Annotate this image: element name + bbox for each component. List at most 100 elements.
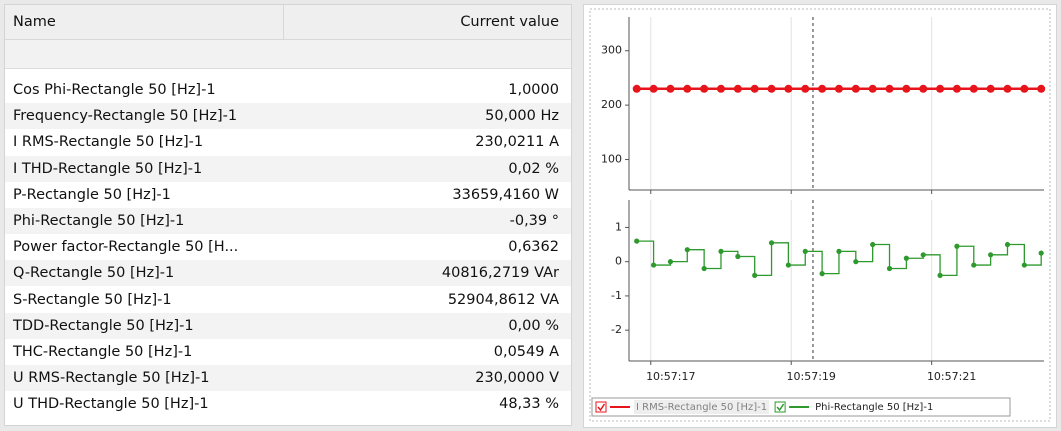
data-point	[1021, 262, 1027, 268]
table-row[interactable]: U THD-Rectangle 50 [Hz]-1 48,33 %	[5, 391, 571, 417]
value-cell: 48,33 %	[499, 396, 559, 413]
data-point	[834, 84, 843, 93]
table-row[interactable]: Cos Phi-Rectangle 50 [Hz]-1 1,0000	[5, 77, 571, 103]
data-point	[1020, 84, 1029, 93]
data-point	[903, 255, 909, 261]
data-point	[1037, 84, 1046, 93]
value-cell: 33659,4160 W	[452, 186, 559, 203]
table-row[interactable]: I THD-Rectangle 50 [Hz]-1 0,02 %	[5, 155, 571, 182]
data-point	[952, 84, 961, 93]
name-cell: I RMS-Rectangle 50 [Hz]-1	[13, 134, 204, 151]
name-cell: U THD-Rectangle 50 [Hz]-1	[13, 396, 209, 413]
data-point	[954, 243, 960, 249]
series-line	[636, 240, 1042, 277]
data-point	[969, 84, 978, 93]
data-point	[1038, 250, 1044, 256]
name-cell: Phi-Rectangle 50 [Hz]-1	[13, 213, 185, 229]
value-cell: 50,000 Hz	[485, 108, 559, 125]
y-tick-label: 100	[601, 153, 622, 166]
legend-checkbox[interactable]	[595, 401, 607, 413]
data-point	[683, 84, 692, 93]
table-row[interactable]: THC-Rectangle 50 [Hz]-1 0,0549 A	[5, 339, 571, 365]
table-header: Name Current value	[5, 5, 571, 40]
value-cell: 230,0000 V	[475, 370, 559, 387]
data-point	[870, 241, 876, 248]
column-header[interactable]: Name	[13, 14, 56, 30]
data-point	[632, 84, 641, 93]
table-row[interactable]: TDD-Rectangle 50 [Hz]-1 0,00 %	[5, 312, 571, 339]
data-point	[853, 259, 859, 265]
table-row[interactable]: Frequency-Rectangle 50 [Hz]-1 50,000 Hz	[5, 103, 571, 130]
data-point	[937, 272, 943, 278]
y-tick-label: -1	[611, 289, 622, 302]
name-cell: Power factor-Rectangle 50 [H...	[13, 239, 239, 256]
name-cell: Cos Phi-Rectangle 50 [Hz]-1	[13, 82, 216, 98]
data-point	[902, 84, 911, 93]
data-point	[718, 248, 724, 254]
table-row[interactable]: Phi-Rectangle 50 [Hz]-1 -0,39 °	[5, 208, 571, 234]
data-point	[768, 240, 775, 246]
name-cell: S-Rectangle 50 [Hz]-1	[13, 291, 172, 308]
data-point	[868, 84, 877, 93]
data-point	[649, 84, 658, 93]
data-point	[801, 84, 810, 93]
value-cell: -0,39 °	[509, 213, 559, 229]
name-cell: TDD-Rectangle 50 [Hz]-1	[13, 317, 194, 334]
data-point	[920, 252, 926, 258]
data-point	[750, 84, 759, 93]
data-point	[700, 84, 709, 93]
name-cell: THC-Rectangle 50 [Hz]-1	[13, 344, 193, 360]
data-point	[701, 265, 707, 272]
check-mark	[597, 403, 606, 412]
data-point	[733, 84, 742, 93]
data-point	[836, 248, 842, 254]
value-cell: 0,0549 A	[493, 344, 559, 360]
name-cell: U RMS-Rectangle 50 [Hz]-1	[13, 370, 210, 387]
filter-row[interactable]	[5, 40, 571, 69]
check-mark	[776, 403, 785, 412]
header-divider	[283, 5, 284, 69]
name-cell: Frequency-Rectangle 50 [Hz]-1	[13, 108, 238, 125]
table-row[interactable]: Power factor-Rectangle 50 [H... 0,6362	[5, 234, 571, 260]
table-row[interactable]: I RMS-Rectangle 50 [Hz]-1 230,0211 A	[5, 129, 571, 155]
data-point	[819, 271, 825, 277]
table-row[interactable]: Q-Rectangle 50 [Hz]-1 40816,2719 VAr	[5, 260, 571, 287]
x-tick-label: 10:57:19	[787, 370, 836, 383]
column-header[interactable]: Current value	[460, 14, 559, 30]
table-row[interactable]: U RMS-Rectangle 50 [Hz]-1 230,0000 V	[5, 365, 571, 392]
charts: 10020030010:57:1710:57:1910:57:21-2-101I…	[589, 8, 1051, 422]
value-cell: 52904,8612 VA	[447, 291, 559, 308]
data-point	[767, 84, 776, 93]
value-cell: 40816,2719 VAr	[441, 265, 559, 282]
data-point	[735, 253, 741, 260]
value-cell: 0,6362	[508, 239, 559, 256]
value-cell: 1,0000	[508, 82, 559, 98]
values-table: Name Current value Cos Phi-Rectangle 50 …	[4, 4, 572, 426]
chart-border	[589, 8, 1051, 422]
data-point	[802, 248, 808, 254]
data-point	[986, 84, 995, 93]
name-cell: P-Rectangle 50 [Hz]-1	[13, 186, 171, 203]
value-cell: 230,0211 A	[475, 134, 559, 151]
data-point	[818, 84, 827, 93]
table-row[interactable]: P-Rectangle 50 [Hz]-1 33659,4160 W	[5, 182, 571, 208]
legend-checkbox[interactable]	[774, 401, 786, 413]
x-tick-label: 10:57:21	[927, 370, 976, 383]
chart-panel: 10020030010:57:1710:57:1910:57:21-2-101I…	[583, 4, 1057, 428]
data-point	[716, 84, 725, 93]
value-cell: 0,02 %	[508, 160, 559, 177]
data-point	[634, 238, 640, 244]
data-point	[1003, 84, 1012, 93]
name-cell: Q-Rectangle 50 [Hz]-1	[13, 265, 175, 282]
y-tick-label: 200	[601, 98, 622, 111]
name-cell: I THD-Rectangle 50 [Hz]-1	[13, 160, 203, 177]
data-point	[667, 259, 674, 265]
table-row[interactable]: S-Rectangle 50 [Hz]-1 52904,8612 VA	[5, 287, 571, 313]
data-point	[886, 265, 893, 272]
y-tick-label: 1	[615, 220, 622, 233]
legend-label: Phi-Rectangle 50 [Hz]-1	[815, 402, 933, 413]
legend-highlight	[634, 400, 770, 414]
data-point	[784, 84, 793, 93]
y-tick-label: 0	[615, 255, 622, 268]
